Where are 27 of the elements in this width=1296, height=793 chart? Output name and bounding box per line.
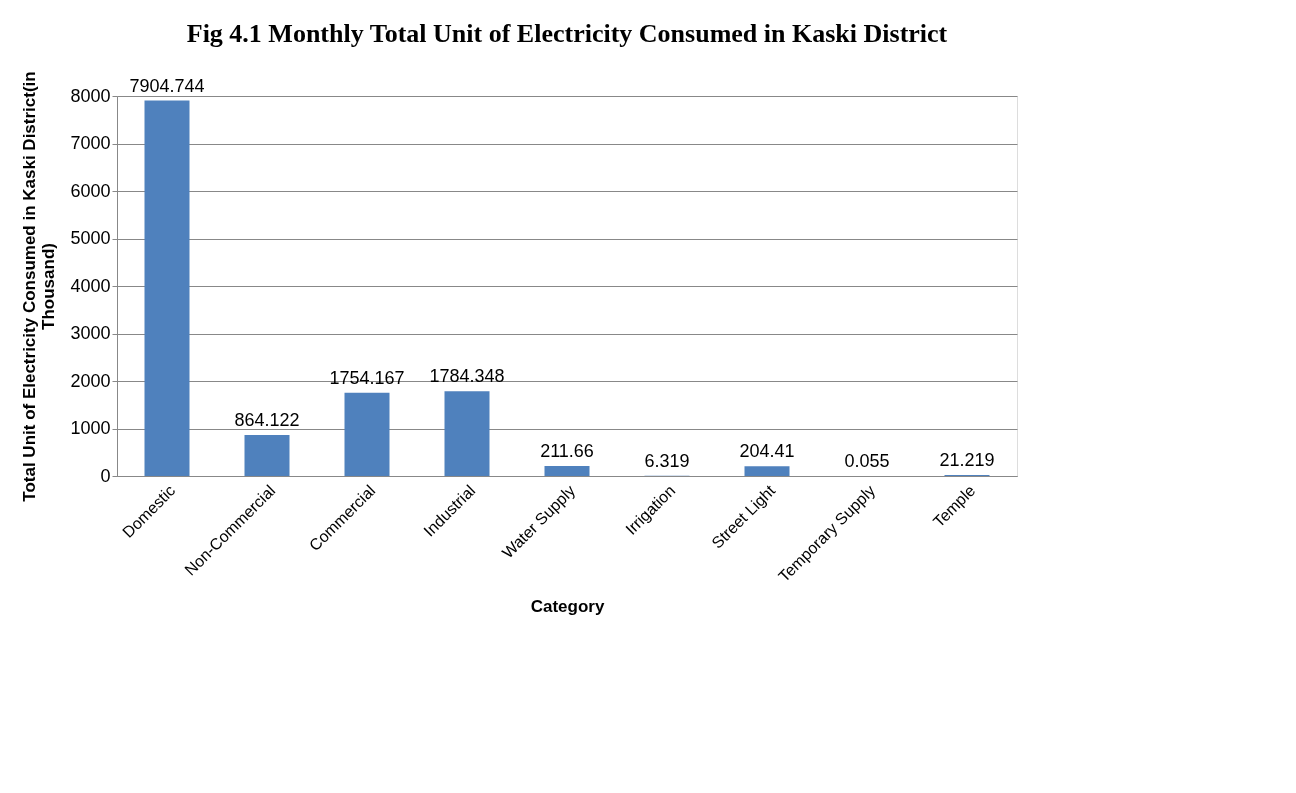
bar	[144, 100, 190, 476]
chart-title: Fig 4.1 Monthly Total Unit of Electricity Consumed in Kaski District	[186, 18, 948, 48]
y-tick-label: 4000	[70, 275, 111, 296]
data-label: 6.319	[644, 450, 690, 471]
y-tick-label: 7000	[70, 133, 111, 153]
data-label: 211.66	[540, 440, 594, 461]
y-tick-label: 2000	[70, 370, 111, 391]
y-tick-label: 1000	[70, 418, 111, 438]
data-label: 204.41	[739, 441, 795, 462]
y-tick-label: 0	[100, 465, 111, 486]
y-tick-label: 8000	[70, 85, 111, 106]
bar	[244, 434, 290, 476]
bar	[344, 392, 390, 476]
y-tick-label: 6000	[70, 180, 111, 201]
y-axis-title: Total Unit of Electricity Consumed in Kaski District(in Thousand)	[20, 71, 59, 502]
data-label: 864.122	[234, 409, 300, 430]
bar	[444, 391, 490, 476]
x-axis-title: Category	[530, 596, 605, 616]
data-label: 21.219	[939, 449, 995, 470]
data-label: 0.055	[844, 451, 890, 471]
data-label: 7904.744	[129, 75, 205, 96]
bar	[744, 466, 790, 476]
data-label: 1784.348	[429, 366, 505, 387]
bar	[544, 465, 590, 476]
data-label: 1754.167	[329, 367, 405, 388]
y-tick-label: 3000	[70, 323, 111, 343]
y-tick-label: 5000	[70, 228, 111, 248]
